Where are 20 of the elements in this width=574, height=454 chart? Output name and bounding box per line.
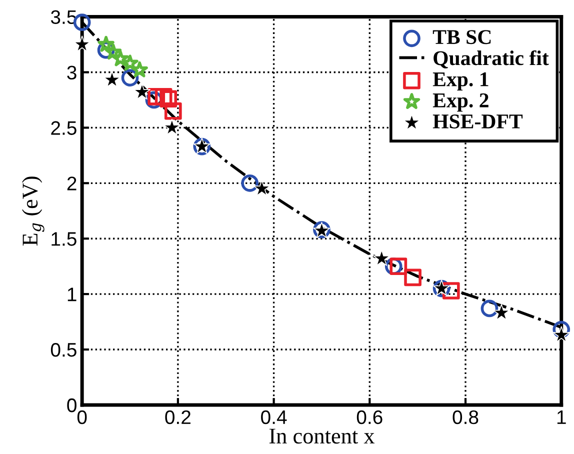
y-tick-label: 2.5	[51, 121, 76, 135]
x-tick-label: 0.8	[452, 410, 478, 424]
x-tick-label: 0.2	[165, 410, 190, 424]
legend-label: Exp. 2	[432, 93, 488, 112]
y-tick-label: 0	[67, 398, 76, 412]
y-tick-label: 1	[68, 288, 76, 302]
legend-label: Quadratic fit	[434, 50, 549, 68]
y-tick-label: 1.5	[52, 232, 76, 246]
x-tick-label: 0	[77, 410, 87, 424]
y-tick-label: 3	[67, 66, 76, 80]
y-tick-label: 0.5	[50, 342, 76, 357]
x-tick-label: 0.4	[261, 410, 287, 424]
x-tick-label: 0.6	[356, 410, 382, 424]
y-tick-label: 2	[67, 176, 76, 190]
y-axis-title: E$_{g}$ (eV)	[22, 176, 44, 246]
legend-label: TB SC	[432, 30, 491, 44]
x-tick-label: 1	[557, 410, 566, 424]
legend-label: HSE-DFT	[432, 114, 523, 128]
legend-label: Exp. 1	[432, 72, 488, 91]
x-axis-title: In content x	[269, 428, 375, 444]
